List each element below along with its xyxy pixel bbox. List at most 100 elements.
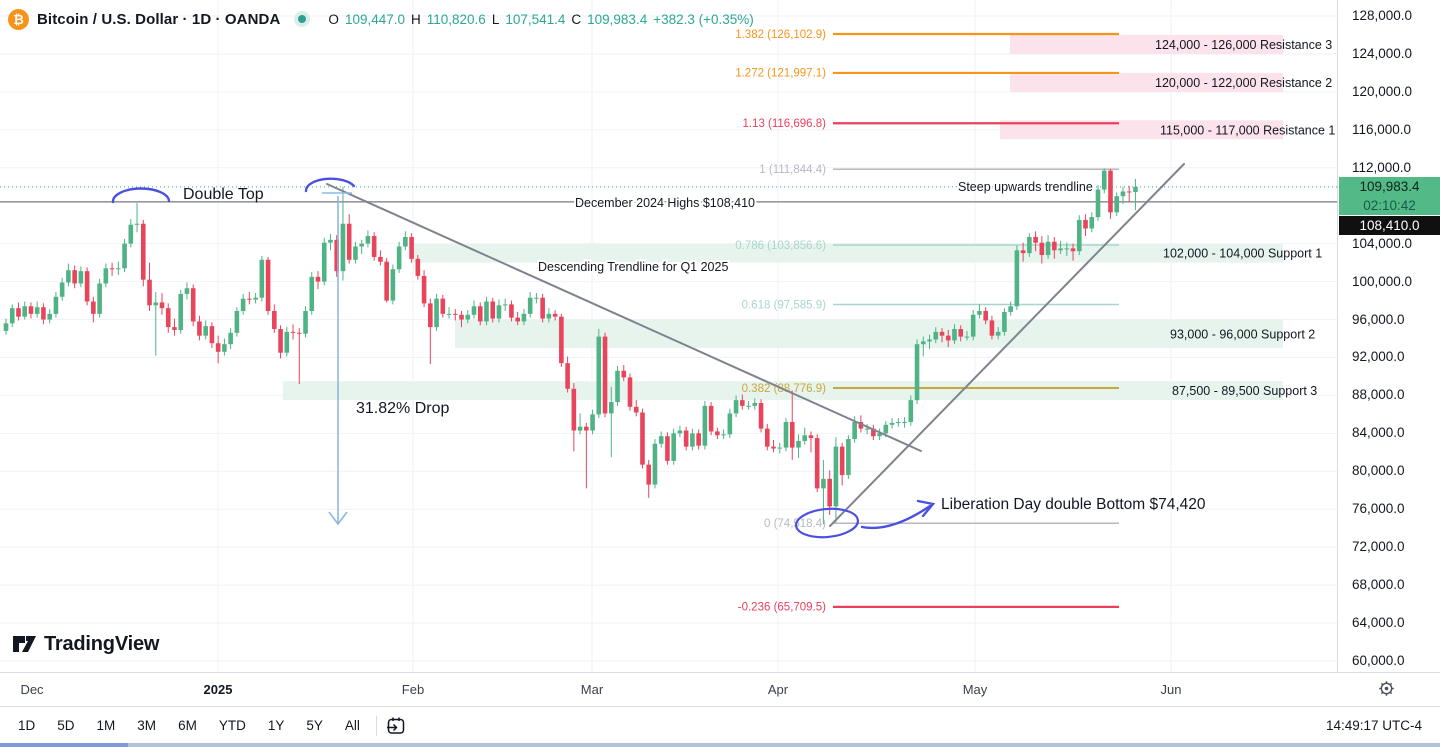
price-tick: 104,000.0 (1352, 235, 1413, 251)
last-price-badge: 109,983.4 02:10:42 (1339, 177, 1440, 215)
candle-body (303, 310, 308, 334)
double-top-arc-1[interactable] (111, 187, 171, 204)
range-button-ytd[interactable]: YTD (218, 718, 246, 733)
range-button-all[interactable]: All (344, 718, 360, 733)
range-button-6m[interactable]: 6M (178, 718, 197, 733)
candle-body (690, 433, 695, 447)
fib-label: 1.382 (126,102.9) (735, 29, 826, 41)
candle-body (496, 305, 502, 319)
range-button-1d[interactable]: 1D (18, 718, 36, 733)
gear-icon[interactable] (1378, 680, 1395, 697)
candle-body (434, 298, 439, 328)
fib-label: 1 (111,844.4) (759, 164, 826, 176)
candle-body (309, 276, 315, 311)
low-value: 107,541.4 (505, 11, 566, 27)
candle-body (640, 412, 645, 465)
candle-body (945, 335, 951, 341)
candle-body (315, 276, 321, 282)
drop-arrow-head (328, 511, 348, 526)
candle-body (340, 223, 346, 272)
range-button-1y[interactable]: 1Y (267, 718, 285, 733)
candle-body (359, 243, 364, 247)
candle-body (452, 313, 458, 315)
candle-body (633, 406, 639, 413)
candle-body (808, 435, 814, 439)
time-tick-jun: Jun (1160, 682, 1182, 697)
double-bottom-ellipse[interactable] (794, 506, 860, 539)
candle-body (540, 297, 545, 319)
range-button-3m[interactable]: 3M (137, 718, 157, 733)
price-axis[interactable]: 109,983.4 02:10:42 108,410.0 128,000.0 12… (1337, 0, 1440, 672)
candle-body (1064, 248, 1070, 250)
candle-body (296, 332, 302, 334)
candle-body (677, 430, 683, 434)
fib-label: -0.236 (65,709.5) (738, 602, 826, 614)
candle-body (565, 363, 570, 389)
liberation-arrow[interactable] (860, 504, 932, 530)
candle-body (702, 405, 708, 446)
level-price-badge: 108,410.0 (1339, 216, 1440, 235)
last-price-value: 109,983.4 (1359, 179, 1420, 194)
range-button-5y[interactable]: 5Y (306, 718, 323, 733)
candle-body (858, 421, 864, 429)
candle-body (415, 258, 421, 276)
price-tick: 72,000.0 (1352, 539, 1405, 555)
time-tick-mar: Mar (580, 682, 604, 697)
candle-body (334, 239, 340, 272)
candle-body (727, 413, 733, 435)
candle-body (159, 302, 165, 309)
candle-body (590, 414, 595, 431)
candle-body (920, 341, 926, 345)
double-top-arc-2[interactable] (304, 177, 356, 193)
candle-body (871, 428, 876, 437)
december-highs-label: December 2024 Highs $108,410 (575, 196, 755, 210)
candle-body (534, 297, 539, 299)
steep-upwards-trendline[interactable] (829, 163, 1185, 527)
candle-body (272, 310, 277, 330)
chart-pane[interactable]: 124,000 - 126,000 Resistance 3 120,000 - … (0, 0, 1337, 672)
time-tick-feb: Feb (401, 682, 425, 697)
candle-body (34, 307, 40, 314)
price-tick: 80,000.0 (1352, 463, 1405, 479)
candle-body (683, 430, 689, 447)
zone-label: 120,000 - 122,000 Resistance 2 (1155, 76, 1332, 90)
candle-body (72, 270, 77, 284)
market-status-dot[interactable] (294, 11, 311, 27)
candle-body (103, 268, 109, 284)
candle-body (228, 332, 233, 345)
symbol-legend[interactable]: ₿ Bitcoin / U.S. Dollar · 1D · OANDA O 1… (8, 6, 754, 32)
candle-body (827, 478, 832, 507)
candle-body (353, 246, 358, 260)
candle-body (958, 329, 964, 337)
candle-body (97, 283, 102, 314)
candle-body (995, 331, 1001, 336)
symbol-title[interactable]: Bitcoin / U.S. Dollar · 1D · OANDA (37, 10, 281, 28)
candle-body (733, 400, 739, 414)
candle-body (222, 344, 227, 352)
high-key: H (411, 11, 421, 27)
candle-body (446, 313, 452, 315)
candle-body (59, 282, 65, 297)
candle-body (777, 447, 783, 449)
window-bottom-strip (0, 743, 1440, 747)
time-axis[interactable]: Dec 2025 Feb Mar Apr May Jun (0, 672, 1440, 707)
fib-label: 1.272 (121,997.1) (735, 68, 826, 80)
candle-body (615, 370, 620, 403)
candle-body (696, 433, 701, 446)
candle-body (552, 313, 558, 317)
range-button-1m[interactable]: 1M (96, 718, 116, 733)
close-value: 109,983.4 (587, 11, 648, 27)
zone-band (283, 381, 1283, 401)
candle-body (796, 440, 801, 448)
descending-trendline[interactable] (326, 183, 922, 452)
open-key: O (328, 11, 339, 27)
range-button-5d[interactable]: 5D (57, 718, 75, 733)
candle-body (84, 271, 90, 302)
go-to-date-icon[interactable] (385, 715, 407, 737)
zone-label: 124,000 - 126,000 Resistance 3 (1155, 38, 1332, 52)
candle-body (883, 424, 889, 434)
candle-body (708, 405, 714, 432)
candle-body (802, 435, 808, 441)
candle-body (515, 317, 520, 322)
